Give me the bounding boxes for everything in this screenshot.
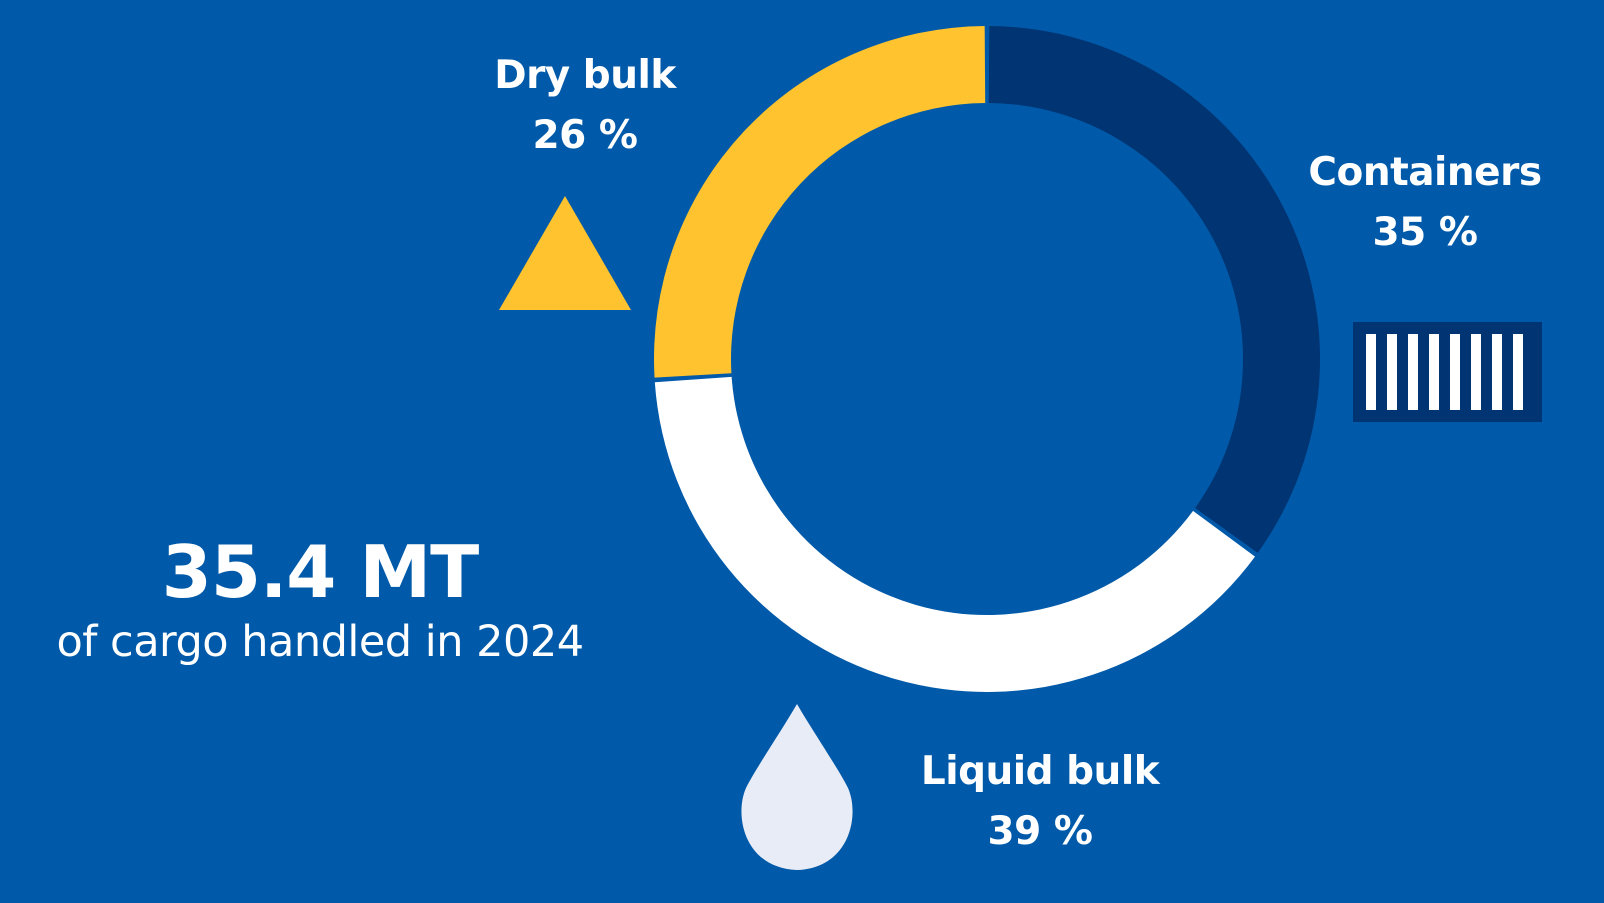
drop-icon [741,704,853,870]
container-bar [1471,334,1481,410]
container-bar [1387,334,1397,410]
containers-name: Containers [1308,150,1542,195]
dry-bulk-name: Dry bulk [494,53,676,98]
triangle-icon [499,196,631,310]
donut-slice-containers [988,26,1321,553]
container-bar [1513,334,1523,410]
dry-bulk-label: Dry bulk 26 % [470,46,700,166]
container-bar [1450,334,1460,410]
liquid-bulk-name: Liquid bulk [920,749,1160,794]
liquid-bulk-label: Liquid bulk 39 % [905,742,1175,862]
container-bar [1366,334,1376,410]
headline-value: 35.4 MT [161,530,479,614]
containers-label: Containers 35 % [1290,143,1560,263]
liquid-bulk-percent: 39 % [987,809,1093,854]
headline-caption: of cargo handled in 2024 [56,617,584,667]
donut-slices [654,26,1321,692]
donut-slice-dry [654,26,986,378]
dry-bulk-percent: 26 % [532,113,638,158]
container-bar [1492,334,1502,410]
donut-slice-liquid [654,376,1256,692]
headline: 35.4 MT of cargo handled in 2024 [0,530,640,670]
container-bar [1408,334,1418,410]
container-bar [1429,334,1439,410]
containers-percent: 35 % [1372,210,1478,255]
container-icon [1353,322,1542,422]
